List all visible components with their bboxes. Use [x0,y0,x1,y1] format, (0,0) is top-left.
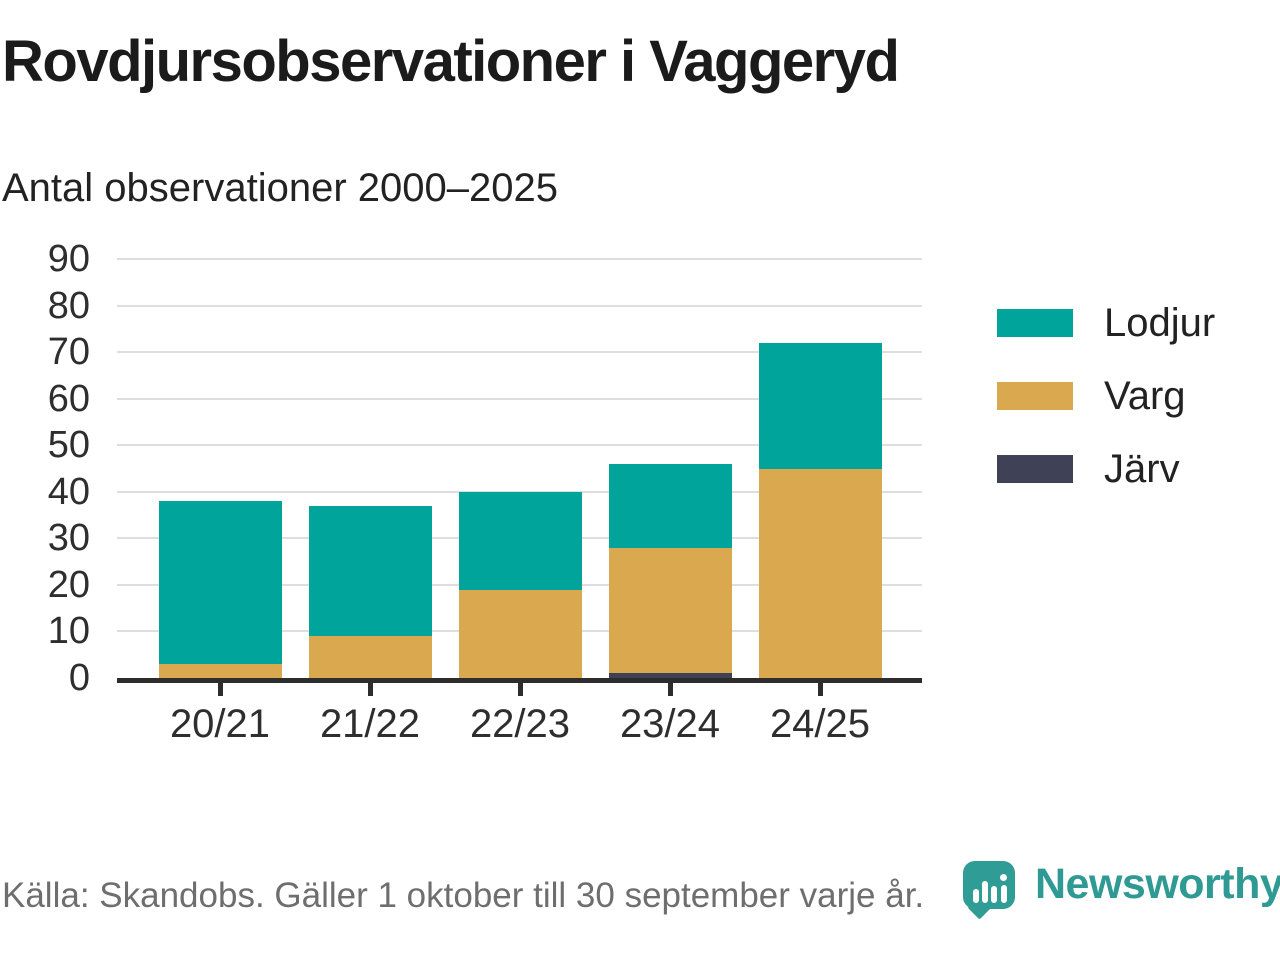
y-axis-labels: 0 10 20 30 40 50 60 70 80 90 [0,238,90,699]
bar-segment-varg-20-21 [158,664,282,678]
bar-segment-lodjur-21-22 [308,505,432,637]
bar-chart-icon [973,873,1007,903]
chart-subtitle: Antal observationer 2000–2025 [2,166,558,210]
legend-swatch [997,455,1073,483]
bar-segment-varg-24-25 [758,468,882,678]
exclamation-dot [1000,873,1007,881]
x-axis-tick [517,683,523,696]
bar-segment-lodjur-24-25 [758,342,882,469]
page-title: Rovdjursobservationer i Vaggeryd [2,29,900,94]
y-axis-tick-label: 70 [47,331,90,374]
x-axis-tick-label: 23/24 [619,702,721,746]
x-axis-tick [667,683,673,696]
y-axis-tick-label: 40 [47,470,90,513]
x-axis-tick [217,683,223,696]
legend-label: Järv [1104,447,1180,491]
x-axis-tick-label: 20/21 [169,702,271,746]
x-axis-tick [817,683,823,696]
legend-item-varg: Varg [997,374,1215,418]
gridline [117,397,922,400]
legend-item-järv: Järv [997,447,1215,491]
y-axis-tick-label: 90 [47,238,90,280]
y-axis-tick-label: 10 [47,610,90,653]
x-axis-tick-label: 24/25 [769,702,871,746]
bar-segment-varg-23-24 [608,547,732,674]
legend-label: Lodjur [1104,301,1216,345]
y-axis-tick-label: 80 [47,284,90,327]
x-axis-tick-label: 22/23 [469,702,571,746]
gridline [117,304,922,307]
legend-label: Varg [1104,374,1186,418]
brand-name: Newsworthy [1035,860,1280,908]
y-axis-tick-label: 0 [68,657,90,699]
y-axis-tick-label: 60 [47,377,90,420]
speech-bubble-icon [963,860,1015,920]
newsworthy-logo: Newsworthy [963,860,1280,920]
legend-swatch [997,382,1073,410]
bar-segment-lodjur-23-24 [608,463,732,548]
legend-item-lodjur: Lodjur [997,301,1215,345]
legend-swatch [997,309,1073,337]
plot-area: 20/21 21/22 22/23 23/24 24/25 [117,258,922,746]
y-axis-tick-label: 30 [47,517,90,560]
gridline [117,444,922,447]
bar-segment-lodjur-20-21 [158,501,282,665]
source-note: Källa: Skandobs. Gäller 1 oktober till 3… [2,876,925,915]
x-axis-tick-label: 21/22 [319,702,421,746]
chart-legend: Lodjur Varg Järv [997,301,1215,491]
y-axis-tick-label: 50 [47,424,90,467]
bar-segment-varg-22-23 [458,589,582,678]
gridline [117,258,922,260]
bar-segment-varg-21-22 [308,636,432,678]
x-axis-line [117,678,922,683]
bar-segment-lodjur-22-23 [458,491,582,590]
x-axis-tick [367,683,373,696]
y-axis-tick-label: 20 [47,563,90,606]
gridline [117,351,922,354]
bar-segment-järv-23-24 [608,673,732,678]
